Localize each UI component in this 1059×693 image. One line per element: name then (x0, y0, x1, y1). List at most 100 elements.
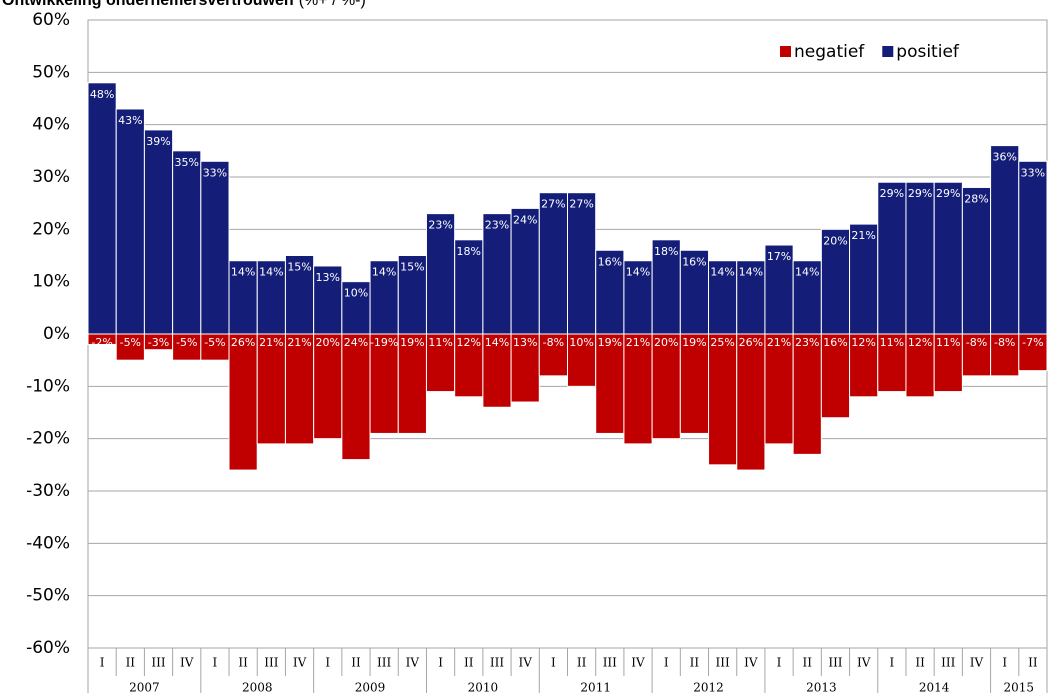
bar (369, 260, 399, 335)
y-tick-label: -30% (26, 481, 70, 501)
value-label: 33% (1021, 166, 1045, 179)
bar (820, 228, 851, 335)
x-tick-label: I (777, 656, 782, 670)
bar (454, 239, 484, 335)
value-label: 19% (682, 336, 706, 349)
y-tick-label: 50% (32, 62, 70, 82)
title-sub: (%+ / %-) (299, 0, 366, 9)
bar (538, 333, 569, 377)
x-tick-label: III (941, 656, 955, 670)
x-tick-label: II (126, 656, 136, 670)
y-tick-label: -10% (26, 376, 70, 396)
x-tick-label: I (213, 656, 218, 670)
x-tick-label: III (828, 656, 842, 670)
value-label: 11% (428, 336, 452, 349)
legend-swatch (882, 46, 894, 57)
year-label: 2010 (468, 681, 499, 693)
value-label: 21% (287, 336, 311, 349)
value-label: 33% (203, 166, 227, 179)
chart-title: Ontwikkeling ondernemersvertrouwen (%+ /… (2, 0, 366, 10)
legend-label: negatief (794, 42, 865, 62)
value-label: 15% (400, 261, 424, 274)
x-tick-label: I (664, 656, 669, 670)
bar (990, 145, 1020, 335)
value-label: 24% (513, 213, 537, 226)
value-label: -2% (91, 336, 112, 349)
bar (651, 333, 681, 440)
value-label: -7% (1022, 336, 1043, 349)
value-label: 18% (654, 245, 678, 258)
value-label: 13% (316, 271, 340, 284)
bar (595, 249, 625, 335)
bar (538, 192, 569, 335)
bar (708, 260, 738, 335)
value-label: 17% (767, 250, 791, 263)
x-tick-label: IV (180, 656, 194, 670)
bar (341, 281, 371, 335)
value-label: -5% (120, 336, 141, 349)
value-label: 28% (964, 192, 988, 205)
x-tick-label: I (438, 656, 443, 670)
bar (736, 260, 766, 335)
value-label: 20% (316, 336, 340, 349)
x-tick-label: IV (970, 656, 984, 670)
bar (172, 333, 202, 361)
value-label: -5% (176, 336, 197, 349)
x-tick-label: II (803, 656, 813, 670)
value-label: 14% (739, 266, 763, 279)
value-label: 21% (767, 336, 791, 349)
x-tick-label: IV (293, 656, 307, 670)
bar (482, 213, 512, 335)
value-label: 12% (851, 336, 875, 349)
value-label: 10% (344, 287, 368, 300)
value-label: 19% (598, 336, 622, 349)
x-tick-label: IV (406, 656, 420, 670)
bar (708, 333, 738, 466)
value-label: 23% (428, 219, 452, 232)
value-label: 13% (513, 336, 537, 349)
year-label: 2012 (693, 681, 724, 693)
bar (313, 265, 343, 335)
bar (990, 333, 1020, 377)
year-label: 2008 (242, 681, 273, 693)
value-label: 23% (485, 219, 509, 232)
value-label: 35% (174, 156, 198, 169)
bar (792, 333, 822, 455)
x-tick-label: III (716, 656, 730, 670)
legend-swatch (780, 46, 791, 57)
x-tick-label: IV (631, 656, 645, 670)
value-label: 11% (880, 336, 904, 349)
value-label: 27% (569, 198, 593, 211)
y-tick-label: 60% (32, 10, 70, 30)
bar (228, 333, 258, 471)
bar (284, 333, 315, 445)
bar (651, 239, 681, 335)
value-label: 29% (936, 187, 960, 200)
x-tick-label: III (264, 656, 278, 670)
bar (256, 260, 286, 335)
value-label: 20% (654, 336, 678, 349)
bar (905, 181, 935, 335)
value-label: -8% (543, 336, 564, 349)
x-tick-label: I (889, 656, 894, 670)
bar (567, 333, 597, 387)
year-label: 2009 (355, 681, 386, 693)
bar (849, 223, 879, 335)
bar (369, 333, 399, 434)
value-label: 29% (908, 187, 932, 200)
year-label: 2013 (806, 681, 837, 693)
y-tick-label: -20% (26, 429, 70, 449)
x-tick-label: II (577, 656, 587, 670)
value-label: 18% (457, 245, 481, 258)
value-label: -19% (370, 336, 398, 349)
year-label: 2011 (580, 681, 611, 693)
value-label: 15% (287, 261, 311, 274)
value-label: 39% (146, 135, 170, 148)
value-label: -3% (148, 336, 169, 349)
value-label: -8% (966, 336, 987, 349)
bar (172, 150, 202, 335)
bar (256, 333, 286, 445)
x-tick-label: I (1002, 656, 1007, 670)
value-label: 29% (880, 187, 904, 200)
value-label: 12% (908, 336, 932, 349)
